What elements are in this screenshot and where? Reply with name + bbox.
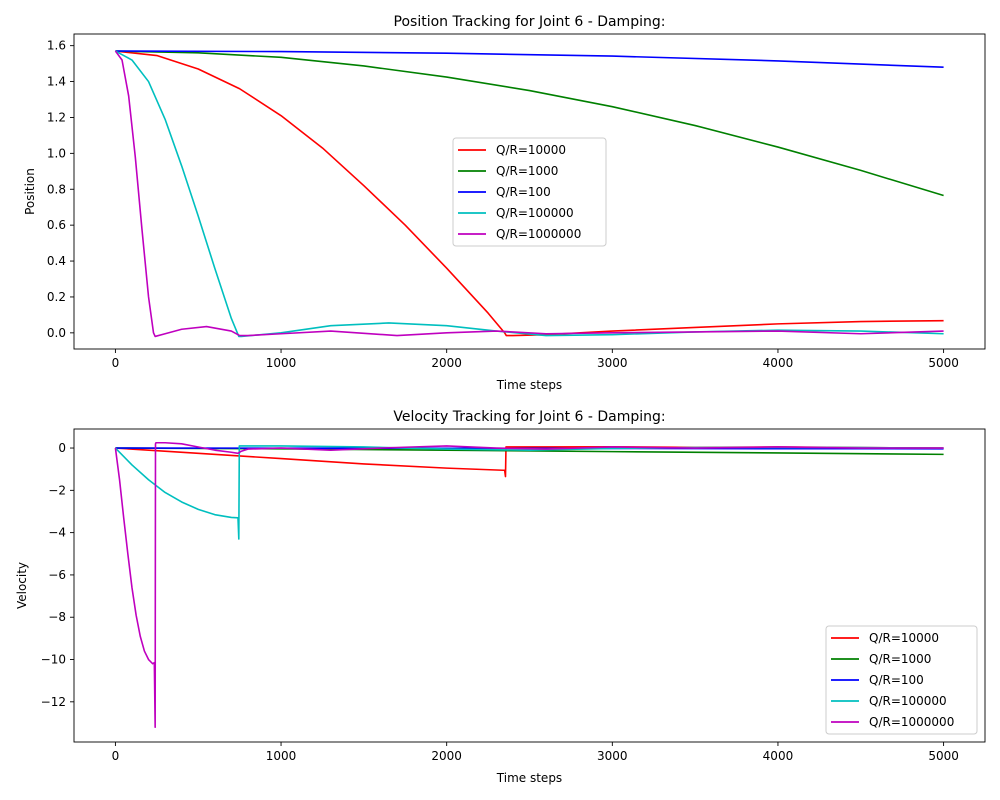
position-y-tick-label: 0.6: [47, 218, 66, 232]
position-y-tick-label: 1.6: [47, 39, 66, 53]
velocity-y-axis-label: Velocity: [15, 562, 29, 609]
position-x-axis-label: Time steps: [496, 378, 562, 392]
velocity-series-line-4: [114, 441, 944, 729]
position-series-line-2: [115, 50, 944, 69]
position-y-tick-label: 1.0: [47, 146, 66, 160]
velocity-legend-label-2: Q/R=100: [869, 673, 924, 687]
velocity-x-tick-label: 1000: [266, 749, 297, 763]
velocity-chart-title: Velocity Tracking for Joint 6 - Damping:: [393, 409, 665, 425]
velocity-x-tick-label: 2000: [431, 749, 462, 763]
velocity-legend-label-1: Q/R=1000: [869, 652, 931, 666]
position-x-tick-label: 2000: [431, 356, 462, 370]
position-y-tick-label: 0.8: [47, 182, 66, 196]
position-x-tick-label: 3000: [597, 356, 628, 370]
velocity-series-group: [114, 441, 944, 729]
position-series-line-1: [115, 50, 944, 197]
position-series-line-4: [114, 50, 944, 338]
velocity-y-tick-label: −10: [41, 653, 66, 667]
velocity-x-axis-label: Time steps: [496, 771, 562, 785]
velocity-legend: Q/R=10000 Q/R=1000 Q/R=100 Q/R=100000 Q/R=10…: [825, 625, 978, 735]
position-y-tick-label: 0.2: [47, 290, 66, 304]
position-x-tick-label: 4000: [763, 356, 794, 370]
position-legend-label-1: Q/R=1000: [496, 164, 558, 178]
position-y-tick-label: 0.0: [47, 326, 66, 340]
position-chart-title: Position Tracking for Joint 6 - Damping:: [394, 14, 666, 30]
position-x-tick-label: 0: [112, 356, 120, 370]
velocity-y-tick-label: −8: [48, 610, 66, 624]
position-y-tick-label: 1.2: [47, 110, 66, 124]
velocity-legend-label-4: Q/R=1000000: [869, 715, 954, 729]
velocity-y-tick-label: −4: [48, 526, 66, 540]
velocity-legend-label-0: Q/R=10000: [869, 631, 939, 645]
position-legend-box: [452, 137, 607, 247]
position-y-tick-label: 1.4: [47, 75, 66, 89]
position-x-tick-label: 5000: [928, 356, 959, 370]
position-axes-frame: [73, 33, 986, 350]
velocity-x-tick-label: 4000: [763, 749, 794, 763]
velocity-y-tick-label: 0: [58, 441, 66, 455]
position-series-group: [114, 50, 944, 338]
position-series-line-0: [115, 50, 944, 337]
position-chart-panel: Position Tracking for Joint 6 - Damping:…: [23, 14, 986, 392]
position-legend-label-4: Q/R=1000000: [496, 227, 581, 241]
velocity-legend-label-3: Q/R=100000: [869, 694, 947, 708]
position-y-tick-label: 0.4: [47, 254, 66, 268]
position-y-axis-label: Position: [23, 168, 37, 215]
velocity-x-tick-label: 0: [112, 749, 120, 763]
velocity-legend-box: [825, 625, 978, 735]
velocity-y-tick-label: −6: [48, 568, 66, 582]
velocity-y-tick-label: −12: [41, 695, 66, 709]
position-x-tick-label: 1000: [266, 356, 297, 370]
position-legend-label-2: Q/R=100: [496, 185, 551, 199]
velocity-chart-panel: Velocity Tracking for Joint 6 - Damping:…: [15, 409, 986, 785]
velocity-axes-frame: [73, 428, 986, 743]
velocity-x-tick-label: 5000: [928, 749, 959, 763]
position-legend-label-0: Q/R=10000: [496, 143, 566, 157]
velocity-x-tick-label: 3000: [597, 749, 628, 763]
position-legend: Q/R=10000 Q/R=1000 Q/R=100 Q/R=100000 Q/R=10…: [452, 137, 607, 247]
velocity-y-tick-label: −2: [48, 483, 66, 497]
position-legend-label-3: Q/R=100000: [496, 206, 574, 220]
